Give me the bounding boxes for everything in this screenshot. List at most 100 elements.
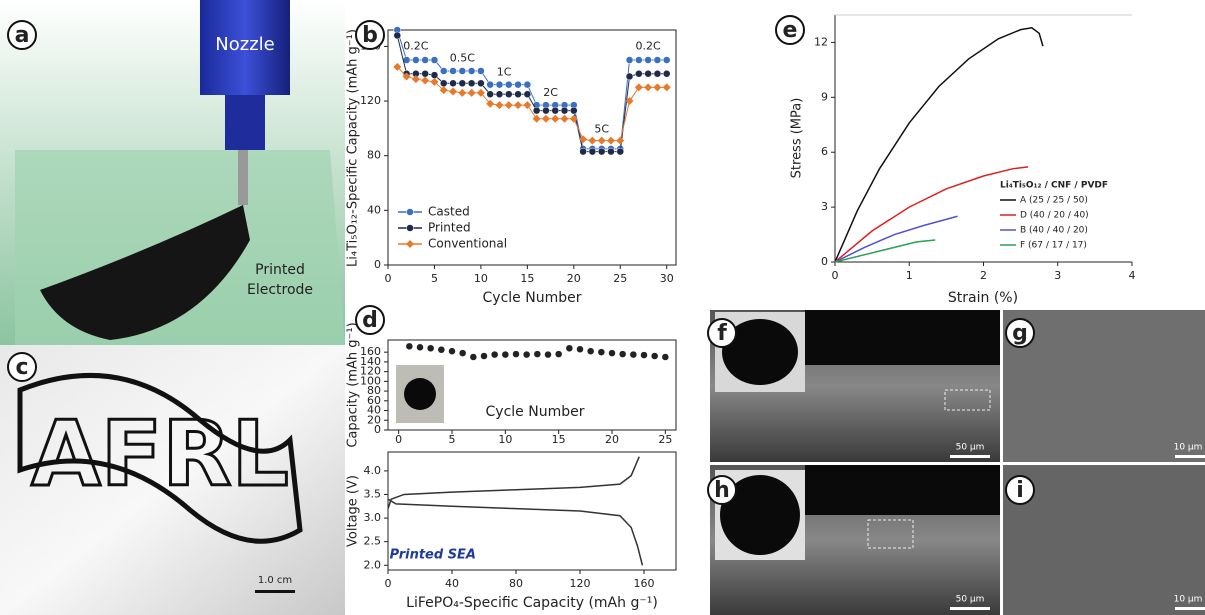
x-axis-label: Cycle Number xyxy=(486,404,585,420)
marker xyxy=(514,101,523,110)
marker xyxy=(523,80,532,89)
y-tick-label: 40 xyxy=(367,404,381,417)
y-tick-label: 3 xyxy=(821,200,828,213)
panel-label: i xyxy=(1016,478,1024,503)
x-tick-label: 0 xyxy=(385,272,392,285)
marker xyxy=(402,72,411,81)
marker xyxy=(505,90,513,98)
series-line xyxy=(834,27,1044,263)
sem-i xyxy=(1003,465,1205,615)
marker xyxy=(588,147,597,156)
legend-label: Printed xyxy=(428,221,471,235)
plot-frame xyxy=(387,339,677,431)
marker xyxy=(469,353,478,361)
marker xyxy=(448,347,456,355)
annotation: 0.5C xyxy=(450,52,475,65)
marker xyxy=(393,31,402,40)
marker xyxy=(430,77,439,86)
chart: 0 40 80 120 160 2.0 2.5 3.0 3.5 4.0 LiFePO₄-Specif… xyxy=(346,451,677,611)
y-tick-label: 80 xyxy=(367,149,381,162)
marker xyxy=(644,69,652,78)
marker xyxy=(505,80,513,89)
marker xyxy=(421,69,429,78)
panel-label: f xyxy=(717,321,727,346)
panel-label-badge xyxy=(355,20,385,50)
panel-label-badge xyxy=(775,15,805,45)
zoom-box xyxy=(867,519,914,549)
marker xyxy=(560,114,569,123)
x-tick-label: 25 xyxy=(613,272,627,285)
marker xyxy=(532,114,541,123)
panel-label: d xyxy=(362,308,378,333)
marker xyxy=(565,344,574,353)
y-tick-label: 60 xyxy=(367,394,381,407)
marker xyxy=(416,343,424,352)
marker xyxy=(616,136,625,145)
panel-label-badge xyxy=(707,475,737,505)
marker xyxy=(644,83,653,92)
nozzle-neck xyxy=(225,95,265,150)
x-tick-label: 20 xyxy=(605,433,619,446)
marker xyxy=(541,114,550,123)
panel-label: b xyxy=(362,23,378,48)
x-tick-label: 10 xyxy=(498,433,512,446)
marker xyxy=(449,67,457,75)
x-tick-label: 80 xyxy=(509,577,523,590)
y-tick-label: 120 xyxy=(360,94,381,107)
marker xyxy=(458,67,467,75)
y-tick-label: 3.0 xyxy=(364,511,382,524)
x-tick-label: 160 xyxy=(634,577,655,590)
y-axis-label: Stress (MPa) xyxy=(790,98,805,179)
marker xyxy=(551,114,560,123)
marker xyxy=(653,56,662,64)
scale-label: 1.0 cm xyxy=(258,575,292,586)
marker xyxy=(421,56,429,64)
marker xyxy=(551,106,559,115)
marker xyxy=(486,99,495,108)
marker xyxy=(635,69,643,78)
marker xyxy=(449,79,457,88)
y-tick-label: 0 xyxy=(374,423,381,436)
scale-bar xyxy=(255,590,295,593)
marker xyxy=(625,56,634,64)
printed-outline xyxy=(17,373,303,544)
x-tick-label: 120 xyxy=(570,577,591,590)
series-line xyxy=(387,456,640,509)
marker xyxy=(523,101,532,110)
marker xyxy=(579,147,587,156)
marker xyxy=(480,352,488,360)
series-line xyxy=(834,215,958,263)
marker xyxy=(439,67,448,75)
annotation: Printed SEA xyxy=(390,547,476,562)
marker xyxy=(477,79,485,88)
panel-label: e xyxy=(783,18,798,43)
y-tick-label: 40 xyxy=(367,203,381,216)
y-tick-label: 9 xyxy=(821,90,828,103)
marker xyxy=(586,347,595,355)
marker xyxy=(512,350,520,358)
legend-label: B (40 / 40 / 20) xyxy=(1020,226,1088,236)
legend-label: Conventional xyxy=(428,237,507,251)
legend-label: F (67 / 17 / 17) xyxy=(1020,241,1087,251)
sem-f-top xyxy=(805,310,1000,365)
panel-label-badge xyxy=(1005,318,1035,348)
marker xyxy=(426,344,435,353)
marker xyxy=(439,86,448,95)
x-tick-label: 20 xyxy=(567,272,581,285)
marker xyxy=(634,83,643,92)
marker xyxy=(514,80,522,89)
marker xyxy=(625,72,634,81)
y-tick-label: 0 xyxy=(821,255,828,268)
marker xyxy=(661,353,670,361)
nozzle-body xyxy=(200,0,290,95)
marker xyxy=(406,208,414,216)
y-axis-label: Capacity (mAh g⁻¹) xyxy=(346,322,361,447)
panel-label: g xyxy=(1012,321,1028,346)
annotation: 1C xyxy=(497,65,512,78)
y-axis-label: Li₄Ti₅O₁₂-Specific Capacity (mAh g⁻¹) xyxy=(346,29,361,267)
marker xyxy=(644,56,652,64)
marker xyxy=(629,350,638,359)
y-tick-label: 4.0 xyxy=(364,464,382,477)
